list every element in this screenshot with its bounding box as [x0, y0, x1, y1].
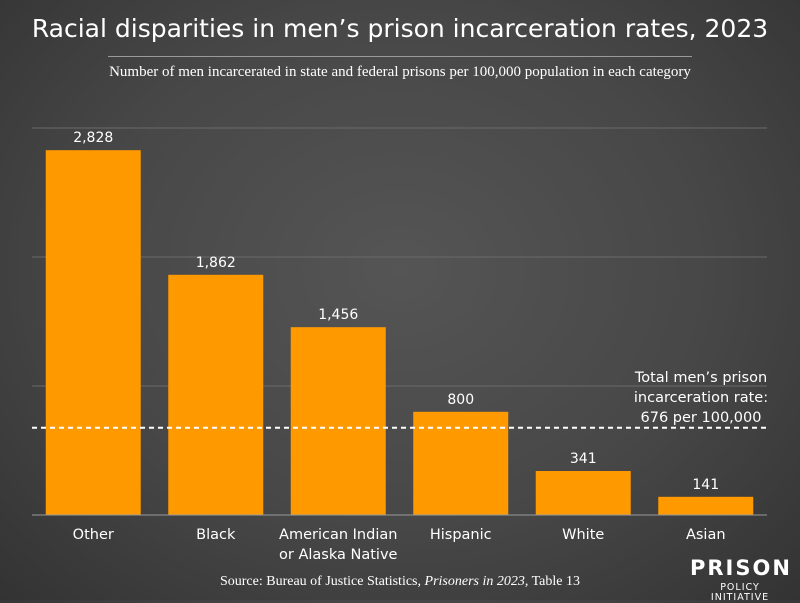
- category-label: Other: [73, 527, 114, 543]
- category-label: Hispanic: [430, 527, 492, 543]
- source-prefix: Source: Bureau of Justice Statistics,: [219, 574, 425, 589]
- bar: [413, 411, 509, 515]
- category-label: Asian: [686, 527, 726, 543]
- category-label-line: Other: [73, 527, 114, 543]
- bar: [535, 471, 631, 515]
- bar-value-label: 141: [692, 477, 719, 493]
- logo-line-2: POLICY INITIATIVE: [710, 582, 770, 603]
- category-label-line: Black: [196, 527, 236, 543]
- source-publication: Prisoners in 2023,: [424, 574, 529, 589]
- source-note: Source: Bureau of Justice Statistics, Pr…: [0, 574, 800, 590]
- category-label-line: or Alaska Native: [279, 547, 397, 563]
- reference-label-line: Total men’s prison: [634, 370, 767, 386]
- bar-value-label: 1,862: [196, 255, 236, 271]
- bar: [290, 327, 386, 515]
- logo-line-1: PRISON: [690, 556, 792, 580]
- bar-value-label: 1,456: [318, 307, 358, 323]
- category-label: Black: [196, 527, 236, 543]
- bar: [168, 274, 264, 515]
- category-label-line: Asian: [686, 527, 726, 543]
- bar: [45, 150, 141, 516]
- category-label-line: American Indian: [279, 527, 397, 543]
- bar-value-label: 2,828: [73, 130, 113, 146]
- chart-subtitle: Number of men incarcerated in state and …: [109, 64, 691, 80]
- chart-title: Racial disparities in men’s prison incar…: [31, 14, 769, 43]
- bar: [658, 496, 754, 515]
- title-divider: [108, 56, 692, 57]
- reference-label-line: 676 per 100,000: [641, 410, 762, 426]
- category-label-line: Hispanic: [430, 527, 492, 543]
- bar-value-label: 341: [570, 451, 597, 467]
- category-label: American Indian or Alaska Native: [279, 527, 397, 563]
- reference-line-label: Total men’s prison incarceration rate: 676…: [634, 370, 768, 426]
- source-suffix: Table 13: [528, 574, 580, 589]
- reference-label-line: incarceration rate:: [634, 390, 768, 406]
- bar-value-label: 800: [447, 392, 474, 408]
- category-label-line: White: [562, 527, 604, 543]
- category-label: White: [562, 527, 604, 543]
- prison-policy-initiative-logo: PRISON POLICY INITIATIVE: [690, 558, 790, 602]
